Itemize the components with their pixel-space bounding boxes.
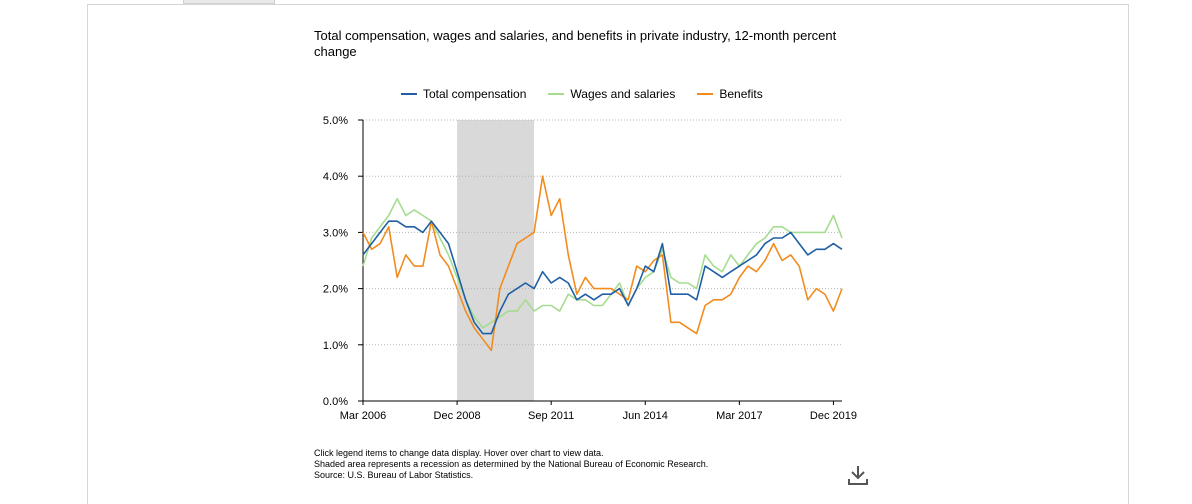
chart-title: Total compensation, wages and salaries, … [314,28,837,59]
y-tick-label: 0.0% [323,396,348,408]
note-line: Click legend items to change data displa… [314,448,604,458]
recession-band [457,120,535,401]
x-tick-label: Dec 2008 [434,410,481,422]
x-tick-label: Mar 2017 [716,410,762,422]
note-line: Shaded area represents a recession as de… [314,459,709,469]
chart-panel [87,4,1129,504]
series-line-benefits [362,175,843,352]
legend-swatch-icon [401,93,417,95]
download-icon[interactable] [846,464,870,486]
legend-item-wages-and-salaries[interactable]: Wages and salaries [548,87,675,101]
x-tick-label: Mar 2006 [340,410,386,422]
y-tick-label: 3.0% [323,227,348,239]
y-tick-label: 4.0% [323,171,348,183]
series-line-wages-and-salaries [362,197,843,329]
y-tick-label: 1.0% [323,340,348,352]
legend-label: Total compensation [423,87,527,101]
y-tick-label: 2.0% [323,284,348,296]
legend-label: Wages and salaries [570,87,676,101]
legend-item-total-compensation[interactable]: Total compensation [401,87,526,101]
chart-notes: Click legend items to change data displa… [314,448,708,481]
x-tick-label: Dec 2019 [810,410,857,422]
legend-swatch-icon [548,93,565,95]
note-line: Source: U.S. Bureau of Labor Statistics. [314,470,474,480]
legend-swatch-icon [697,93,714,95]
x-tick-label: Sep 2011 [528,410,574,422]
x-tick-label: Jun 2014 [623,410,668,422]
tab-stub[interactable] [183,0,275,4]
legend-item-benefits[interactable]: Benefits [697,87,763,101]
y-tick-label: 5.0% [323,115,348,127]
chart-legend: Total compensation Wages and salaries Be… [401,86,785,102]
line-chart[interactable]: 0.0% 1.0% 2.0% 3.0% 4.0% 5.0% Mar 2006 Dec 2008… [0,0,1192,440]
legend-label: Benefits [719,87,763,101]
series-line-total-compensation [362,220,843,335]
